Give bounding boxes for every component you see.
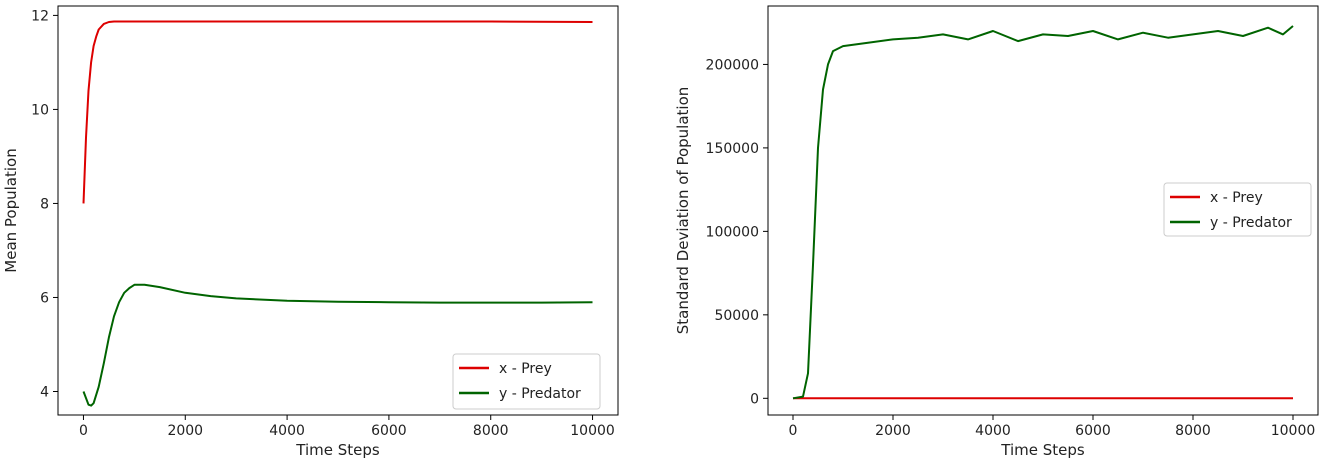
y-tick-label: 4 [40, 384, 49, 400]
series-line-predator [792, 25, 1294, 400]
x-axis-label: Time Steps [295, 441, 380, 459]
legend-label: y - Predator [1210, 215, 1292, 231]
legend-label: x - Prey [499, 361, 552, 377]
x-tick-label: 4000 [269, 423, 305, 439]
y-tick-label: 150000 [706, 141, 759, 157]
y-tick-label: 10 [31, 102, 49, 118]
x-tick-label: 8000 [473, 423, 509, 439]
y-tick-label: 0 [750, 391, 759, 407]
x-tick-label: 2000 [167, 423, 203, 439]
x-tick-label: 2000 [875, 423, 911, 439]
x-tick-label: 0 [789, 423, 798, 439]
x-tick-label: 10000 [1271, 423, 1316, 439]
legend-box [1163, 182, 1312, 237]
y-tick-label: 200000 [706, 57, 759, 73]
series-line-prey [82, 20, 593, 204]
y-tick-label: 6 [40, 290, 49, 306]
y-tick-label: 50000 [714, 308, 759, 324]
y-tick-label: 8 [40, 196, 49, 212]
x-tick-label: 4000 [975, 423, 1011, 439]
x-tick-label: 6000 [371, 423, 407, 439]
x-tick-label: 0 [79, 423, 88, 439]
chart-standard-deviation: 0 2000 4000 6000 8000 10000050000100000150000… [674, 5, 1319, 459]
y-tick-label: 12 [31, 8, 49, 24]
chart-mean-population: 0 2000 4000 6000 8000 10000 4 6 8 10 12 Time Steps M… [2, 5, 619, 459]
x-axis-label: Time Steps [1000, 441, 1085, 459]
legend-label: x - Prey [1210, 190, 1263, 206]
x-tick-label: 10000 [570, 423, 615, 439]
x-tick-label: 6000 [1075, 423, 1111, 439]
axes-frame [57, 5, 619, 416]
axes-frame [767, 5, 1319, 416]
legend-label: y - Predator [499, 386, 581, 402]
y-axis-label: Mean Population [2, 148, 20, 272]
y-axis-label: Standard Deviation of Population [674, 87, 692, 335]
x-tick-label: 8000 [1175, 423, 1211, 439]
legend-box [452, 353, 601, 410]
series-line-predator [82, 283, 593, 407]
y-tick-label: 100000 [706, 224, 759, 240]
